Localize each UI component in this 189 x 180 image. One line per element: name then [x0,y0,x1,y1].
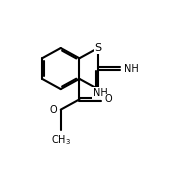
Text: NH: NH [93,88,108,98]
Text: O: O [50,105,57,115]
Text: O: O [104,94,112,104]
Text: S: S [94,43,102,53]
Text: CH$_3$: CH$_3$ [51,133,71,147]
Text: NH: NH [124,64,139,74]
